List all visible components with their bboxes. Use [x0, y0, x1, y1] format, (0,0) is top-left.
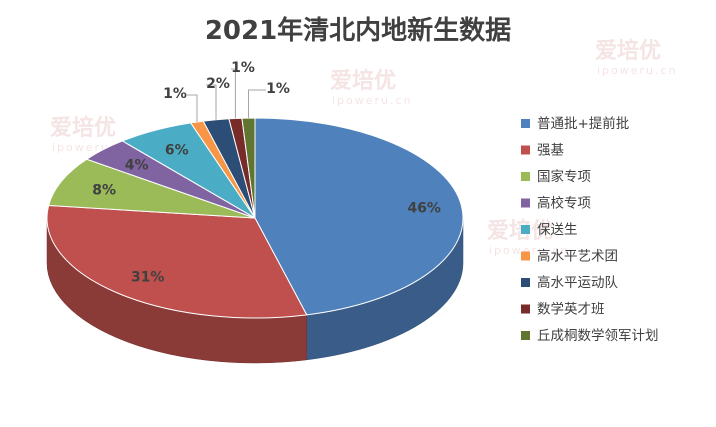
legend-label: 保送生 [537, 222, 578, 238]
legend-swatch [521, 251, 530, 261]
data-label: 46% [407, 201, 441, 217]
pie-top-layer [46, 117, 464, 319]
legend-item: 国家专项 [521, 168, 591, 185]
pie-slice [46, 204, 308, 319]
chart-title: 2021年清北内地新生数据 [204, 16, 512, 46]
leader-line [187, 94, 198, 122]
legend-swatch [521, 278, 530, 287]
chart-legend: 普通批+提前批强基国家专项高校专项保送生高水平艺术团高水平运动队数学英才班丘成桐… [521, 115, 659, 344]
leader-line [231, 68, 236, 119]
pie-slice [254, 117, 464, 316]
legend-swatch [521, 119, 530, 128]
watermark-url: ipoweru.cn [489, 244, 570, 257]
legend-label: 普通批+提前批 [537, 115, 629, 132]
data-label: 4% [125, 158, 149, 174]
legend-label: 强基 [537, 142, 565, 159]
watermark-brand: 爱培优 [330, 68, 396, 94]
data-label: 2% [206, 76, 230, 92]
leader-line [206, 84, 217, 120]
legend-swatch [521, 145, 530, 155]
data-label: 31% [131, 270, 165, 286]
legend-label: 高水平艺术团 [537, 248, 618, 265]
legend-item: 高水平运动队 [521, 274, 618, 291]
legend-label: 国家专项 [537, 168, 591, 185]
watermark-url: ipoweru.cn [332, 94, 413, 107]
leader-line [248, 89, 266, 118]
legend-swatch [521, 198, 530, 208]
watermark-brand: 爱培优 [50, 115, 116, 141]
legend-swatch [521, 331, 530, 340]
data-labels: 46%31%8%4%6%1%2%1%1% [92, 60, 441, 286]
legend-label: 丘成桐数学领军计划 [537, 328, 659, 344]
pie-slice [48, 158, 256, 219]
watermark-brand: 爱培优 [595, 38, 661, 64]
legend-swatch [521, 225, 530, 234]
leader-lines [187, 68, 266, 122]
legend-label: 高水平运动队 [537, 274, 618, 291]
legend-item: 高校专项 [521, 195, 591, 212]
data-label: 6% [165, 143, 189, 159]
data-label: 1% [231, 60, 255, 76]
legend-label: 高校专项 [537, 195, 591, 212]
data-label: 8% [92, 182, 116, 198]
legend-item: 强基 [521, 142, 565, 159]
legend-label: 数学英才班 [537, 301, 605, 318]
legend-item: 数学英才班 [521, 301, 605, 318]
legend-item: 保送生 [521, 222, 578, 238]
legend-item: 高水平艺术团 [521, 248, 618, 265]
data-label: 1% [163, 86, 187, 102]
data-label: 1% [266, 81, 290, 97]
legend-item: 普通批+提前批 [521, 115, 629, 132]
legend-item: 丘成桐数学领军计划 [521, 328, 659, 344]
watermark-brand: 爱培优 [487, 218, 553, 244]
legend-swatch [521, 172, 530, 181]
watermark-url: ipoweru.cn [597, 64, 678, 77]
legend-swatch [521, 304, 530, 314]
pie-slice [241, 117, 256, 219]
